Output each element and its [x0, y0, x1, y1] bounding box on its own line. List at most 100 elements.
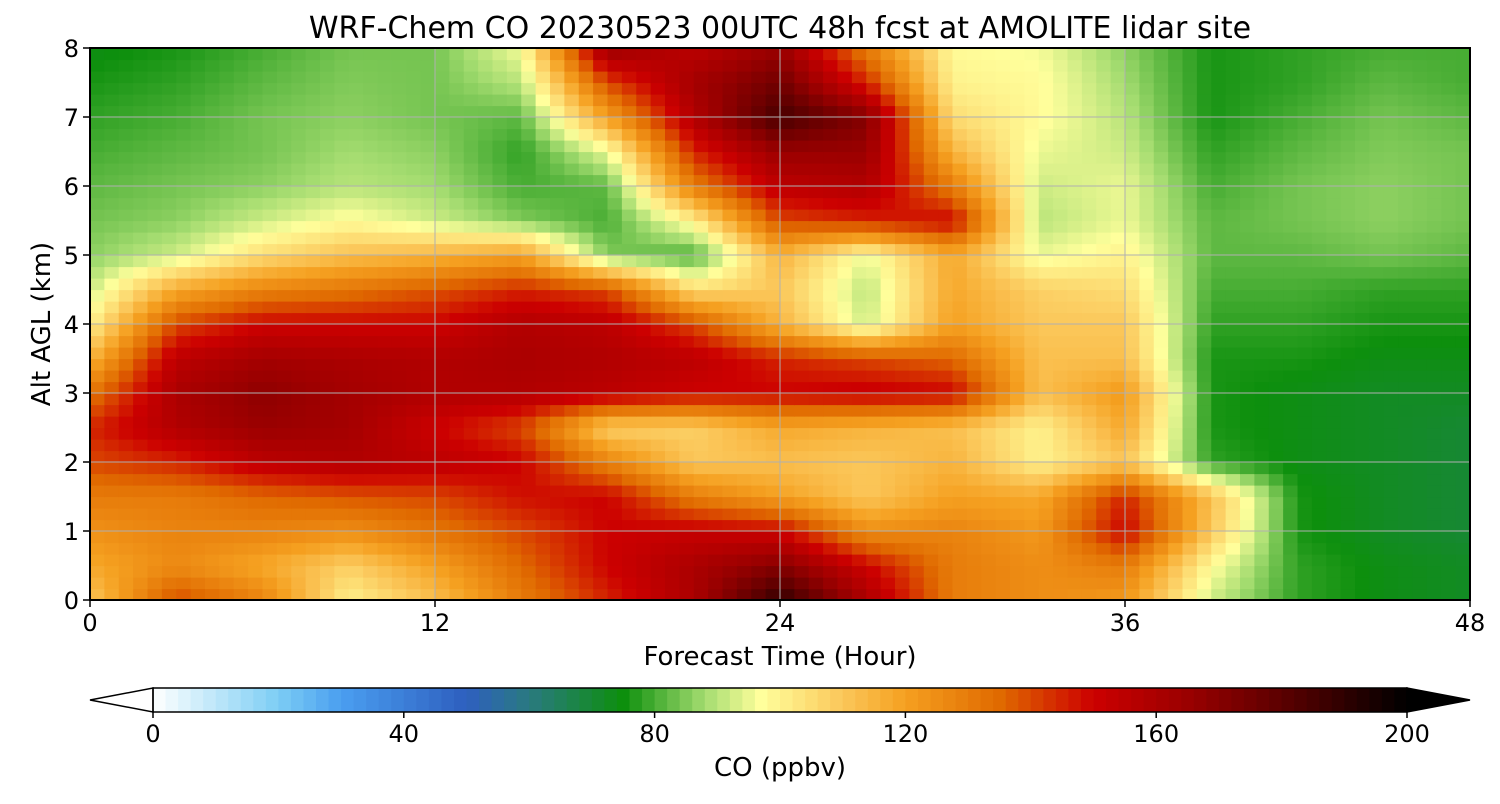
heatmap-cell: [736, 289, 752, 302]
heatmap-cell: [1125, 128, 1140, 141]
heatmap-cell: [938, 232, 954, 245]
colorbar-segment: [717, 688, 731, 712]
heatmap-cell: [808, 416, 824, 429]
heatmap-cell: [1268, 174, 1284, 187]
heatmap-cell: [435, 220, 450, 233]
heatmap-cell: [966, 531, 982, 544]
heatmap-cell: [449, 243, 465, 256]
heatmap-cell: [363, 519, 379, 532]
heatmap-cell: [636, 335, 652, 348]
heatmap-cell: [966, 554, 982, 567]
heatmap-cell: [1340, 485, 1356, 498]
heatmap-cell: [1053, 427, 1069, 440]
heatmap-cell: [190, 94, 206, 107]
heatmap-cell: [866, 531, 882, 544]
heatmap-cell: [1024, 358, 1040, 371]
heatmap-cell: [1081, 243, 1097, 256]
heatmap-cell: [1182, 565, 1198, 578]
heatmap-cell: [1240, 186, 1255, 199]
heatmap-cell: [104, 301, 120, 314]
heatmap-cell: [1196, 450, 1212, 463]
heatmap-cell: [952, 243, 968, 256]
heatmap-cell: [219, 347, 235, 360]
heatmap-cell: [118, 393, 134, 406]
heatmap-cell: [176, 335, 192, 348]
heatmap-cell: [248, 48, 264, 61]
heatmap-cell: [550, 324, 565, 337]
heatmap-cell: [1081, 324, 1097, 337]
heatmap-cell: [880, 220, 896, 233]
heatmap-cell: [823, 531, 839, 544]
heatmap-cell: [1168, 358, 1184, 371]
heatmap-cell: [751, 71, 767, 84]
heatmap-cell: [435, 163, 450, 176]
heatmap-cell: [1024, 554, 1040, 567]
heatmap-cell: [176, 531, 192, 544]
heatmap-cell: [219, 427, 235, 440]
heatmap-cell: [736, 554, 752, 567]
heatmap-cell: [1311, 117, 1327, 130]
heatmap-cell: [665, 381, 680, 394]
heatmap-cell: [1355, 151, 1370, 164]
heatmap-cell: [1010, 128, 1025, 141]
colorbar-segment: [554, 688, 568, 712]
heatmap-cell: [1441, 82, 1457, 95]
heatmap-cell: [636, 255, 652, 268]
heatmap-cell: [161, 427, 177, 440]
heatmap-cell: [1139, 450, 1155, 463]
heatmap-cell: [1010, 577, 1025, 590]
heatmap-cell: [1038, 324, 1054, 337]
heatmap-cell: [938, 588, 954, 601]
heatmap-cell: [463, 278, 479, 291]
heatmap-cell: [506, 450, 522, 463]
heatmap-cell: [334, 370, 350, 383]
heatmap-cell: [765, 439, 781, 452]
heatmap-cell: [995, 48, 1011, 61]
heatmap-cell: [665, 358, 680, 371]
y-tick-label: 2: [64, 449, 79, 477]
heatmap-cell: [722, 312, 738, 325]
heatmap-cell: [938, 554, 954, 567]
heatmap-cell: [837, 485, 853, 498]
heatmap-cell: [1153, 255, 1169, 268]
heatmap-cell: [736, 370, 752, 383]
heatmap-cell: [1038, 209, 1054, 222]
heatmap-cell: [190, 174, 206, 187]
heatmap-cell: [1455, 82, 1471, 95]
heatmap-cell: [205, 347, 220, 360]
heatmap-cell: [1196, 370, 1212, 383]
heatmap-cell: [621, 554, 637, 567]
heatmap-cell: [1412, 220, 1428, 233]
heatmap-cell: [1081, 577, 1097, 590]
heatmap-cell: [780, 151, 795, 164]
heatmap-cell: [521, 554, 537, 567]
heatmap-cell: [981, 278, 997, 291]
heatmap-cell: [449, 186, 465, 199]
heatmap-cell: [693, 324, 709, 337]
heatmap-cell: [104, 312, 120, 325]
heatmap-cell: [1326, 450, 1342, 463]
heatmap-cell: [449, 128, 465, 141]
heatmap-cell: [665, 370, 680, 383]
heatmap-cell: [751, 588, 767, 601]
heatmap-cell: [90, 554, 105, 567]
heatmap-cell: [133, 209, 149, 222]
heatmap-cell: [780, 59, 795, 72]
heatmap-cell: [1355, 289, 1370, 302]
heatmap-cell: [708, 289, 724, 302]
heatmap-cell: [1182, 577, 1198, 590]
heatmap-cell: [90, 301, 105, 314]
heatmap-cell: [665, 278, 680, 291]
heatmap-cell: [995, 519, 1011, 532]
heatmap-cell: [90, 94, 105, 107]
heatmap-cell: [320, 209, 335, 222]
heatmap-cell: [578, 266, 594, 279]
heatmap-cell: [851, 140, 867, 153]
heatmap-cell: [895, 393, 910, 406]
heatmap-cell: [1240, 427, 1255, 440]
heatmap-cell: [305, 163, 321, 176]
heatmap-cell: [780, 531, 795, 544]
heatmap-cell: [679, 105, 695, 118]
heatmap-cell: [1268, 163, 1284, 176]
y-tick-label: 6: [64, 173, 79, 201]
